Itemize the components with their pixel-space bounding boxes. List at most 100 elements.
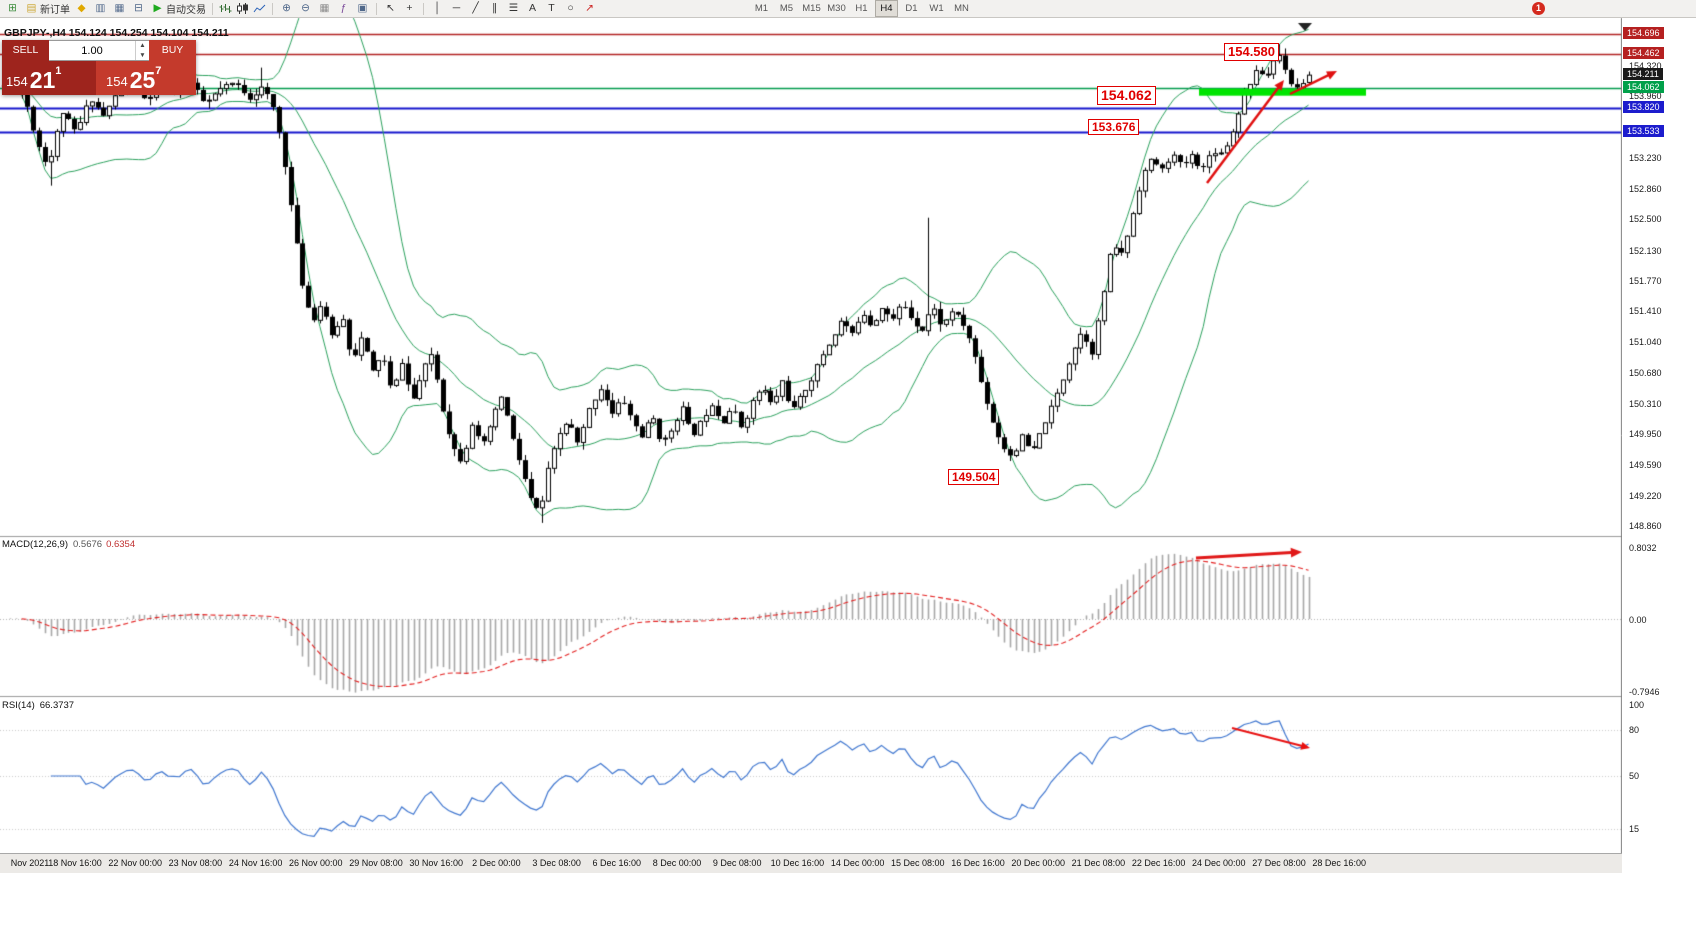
time-axis-label: Nov 2021 <box>10 858 50 868</box>
ask-price-panel[interactable]: 154 25 7 <box>96 61 196 95</box>
price-axis[interactable]: 154.320 153.960 153.230 152.860 152.500 152.1… <box>1622 0 1696 941</box>
timeframe-button-mn[interactable]: MN <box>954 3 969 14</box>
volume-input[interactable] <box>49 41 135 60</box>
rsi-name: RSI(14) <box>2 700 35 711</box>
crosshair-icon: + <box>406 2 413 14</box>
price-annotation[interactable]: 149.504 <box>948 469 1000 486</box>
vertical-line-button[interactable]: │ <box>428 1 447 17</box>
crosshair-button[interactable]: + <box>400 1 419 17</box>
channel-button[interactable]: ∥ <box>485 1 504 17</box>
terminal-button[interactable]: ⊟ <box>129 1 148 17</box>
trendline-button[interactable]: ╱ <box>466 1 485 17</box>
time-axis-label: 23 Nov 08:00 <box>168 858 223 868</box>
line-chart-button[interactable] <box>251 1 268 17</box>
time-axis-label: 29 Nov 08:00 <box>349 858 403 868</box>
label-icon: T <box>548 2 555 14</box>
price-axis-label: 153.230 <box>1629 152 1662 163</box>
channel-icon: ∥ <box>491 2 498 14</box>
navigator-button[interactable]: ▦ <box>110 1 129 17</box>
timeframe-button-h4[interactable]: H4 <box>875 0 898 17</box>
timeframe-button-m30[interactable]: M30 <box>827 3 846 14</box>
time-axis-label: 3 Dec 08:00 <box>532 858 581 868</box>
time-axis-label: 22 Nov 00:00 <box>108 858 162 868</box>
bid-price-sup: 1 <box>55 65 62 77</box>
shapes-icon: ○ <box>567 2 574 14</box>
new-order-button[interactable]: ▤ 新订单 <box>22 1 72 17</box>
price-axis-tag: 154.696 <box>1623 27 1664 40</box>
time-axis-label: 10 Dec 16:00 <box>770 858 825 868</box>
new-chart-button[interactable]: ⊞ <box>3 1 22 17</box>
tile-windows-button[interactable]: ▣ <box>353 1 372 17</box>
data-window-icon: ▥ <box>95 2 106 14</box>
horizontal-line-button[interactable]: ─ <box>447 1 466 17</box>
ask-price-big: 25 <box>129 67 156 93</box>
buy-button[interactable]: BUY <box>149 40 196 61</box>
rsi-axis-label: 100 <box>1629 700 1645 710</box>
timeframe-button-m15[interactable]: M15 <box>802 3 821 14</box>
zoom-out-button[interactable]: ⊖ <box>296 1 315 17</box>
price-annotation[interactable]: 153.676 <box>1088 119 1140 136</box>
text-button[interactable]: A <box>523 1 542 17</box>
tile-windows-icon: ▣ <box>357 2 368 14</box>
bid-price-prefix: 154 <box>6 74 28 89</box>
price-axis-label: 151.770 <box>1629 275 1662 286</box>
toolbar-separator <box>212 2 213 15</box>
market-watch-button[interactable]: ◆ <box>72 1 91 17</box>
rsi-header: RSI(14) 66.3737 <box>2 700 74 711</box>
time-axis-label: 18 Nov 16:00 <box>48 858 102 868</box>
fibonacci-button[interactable]: ☰ <box>504 1 523 17</box>
grid-button[interactable]: ▦ <box>315 1 334 17</box>
price-axis-tag: 153.533 <box>1623 125 1664 138</box>
price-axis-label: 148.860 <box>1629 521 1662 532</box>
market-watch-icon: ◆ <box>77 2 86 14</box>
time-axis-label: 24 Nov 16:00 <box>228 858 283 868</box>
zoom-in-icon: ⊕ <box>282 2 291 14</box>
price-annotation[interactable]: 154.580 <box>1224 43 1279 61</box>
bid-price-panel[interactable]: 154 21 1 <box>2 61 96 95</box>
time-axis-label: 2 Dec 00:00 <box>472 858 521 868</box>
price-annotation[interactable]: 154.062 <box>1097 86 1156 105</box>
time-axis-label: 16 Dec 16:00 <box>951 858 1005 868</box>
bid-price-big: 21 <box>29 67 56 93</box>
auto-trading-icon: ▶ <box>153 2 162 14</box>
shapes-button[interactable]: ○ <box>561 1 580 17</box>
notification-area[interactable]: 1 <box>1532 2 1545 15</box>
grid-icon: ▦ <box>319 2 330 14</box>
auto-trading-button[interactable]: ▶ 自动交易 <box>148 1 208 17</box>
timeframe-button-h1[interactable]: H1 <box>855 3 868 14</box>
bar-chart-button[interactable] <box>217 1 234 17</box>
arrow-tool-button[interactable]: ↗ <box>580 1 599 17</box>
timeframe-button-m1[interactable]: M1 <box>754 3 769 14</box>
volume-up-button[interactable]: ▲ <box>139 42 146 49</box>
line-chart-icon <box>253 4 266 13</box>
price-axis-tag: 153.820 <box>1623 101 1664 114</box>
notification-badge[interactable]: 1 <box>1532 2 1545 15</box>
label-button[interactable]: T <box>542 1 561 17</box>
horizontal-line-icon: ─ <box>452 2 461 14</box>
rsi-axis-label: 50 <box>1629 771 1640 781</box>
toolbar-separator <box>376 2 377 15</box>
zoom-in-button[interactable]: ⊕ <box>277 1 296 17</box>
time-axis[interactable]: Nov 2021 18 Nov 16:00 22 Nov 00:00 23 Nov 0… <box>0 853 1622 873</box>
sell-button[interactable]: SELL <box>2 40 49 61</box>
price-axis-label: 151.410 <box>1629 306 1662 317</box>
time-axis-label: 27 Dec 08:00 <box>1252 858 1306 868</box>
navigator-icon: ▦ <box>114 2 125 14</box>
time-axis-label: 20 Dec 00:00 <box>1011 858 1065 868</box>
timeframe-button-m5[interactable]: M5 <box>779 3 794 14</box>
candlestick-chart-button[interactable] <box>234 1 251 17</box>
time-axis-label: 30 Nov 16:00 <box>409 858 463 868</box>
timeframe-button-w1[interactable]: W1 <box>929 3 944 14</box>
volume-down-button[interactable]: ▼ <box>139 51 146 59</box>
price-axis-label: 152.860 <box>1629 184 1662 195</box>
macd-axis-label: 0.8032 <box>1629 542 1657 553</box>
toolbar-separator <box>272 2 273 15</box>
data-window-button[interactable]: ▥ <box>91 1 110 17</box>
indicators-icon: ƒ <box>340 2 347 14</box>
macd-axis-label: -0.7946 <box>1629 686 1660 697</box>
timeframe-button-d1[interactable]: D1 <box>905 3 918 14</box>
cursor-button[interactable]: ↖ <box>381 1 400 17</box>
indicators-button[interactable]: ƒ <box>334 1 353 17</box>
time-axis-label: 26 Nov 00:00 <box>289 858 343 868</box>
